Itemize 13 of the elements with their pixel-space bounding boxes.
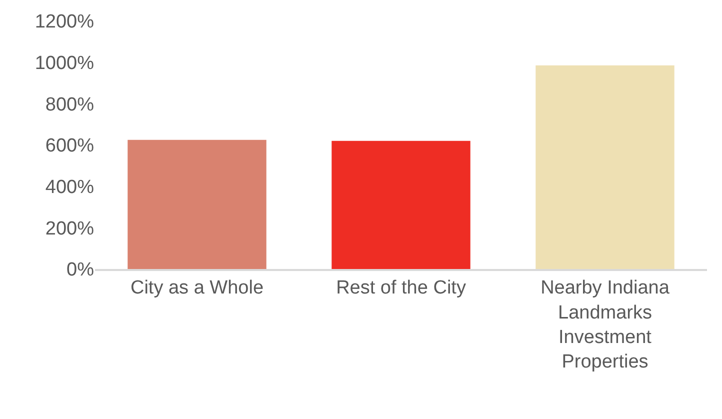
y-tick-label: 800% (45, 94, 94, 116)
y-tick-label: 0% (66, 260, 94, 281)
bar (332, 140, 470, 269)
x-tick-label: Nearby Indiana Landmarks Investment Properties (540, 278, 670, 373)
y-tick-label: 400% (45, 176, 94, 198)
bar (536, 65, 674, 269)
y-tick-label: 200% (45, 218, 94, 240)
x-tick-label: Rest of the City (336, 278, 466, 299)
y-tick-label: 1000% (34, 52, 94, 74)
y-tick-label: 600% (45, 136, 94, 157)
bar (128, 140, 266, 269)
x-tick-label: City as a Whole (130, 278, 264, 299)
y-tick-label: 1200% (34, 12, 94, 33)
